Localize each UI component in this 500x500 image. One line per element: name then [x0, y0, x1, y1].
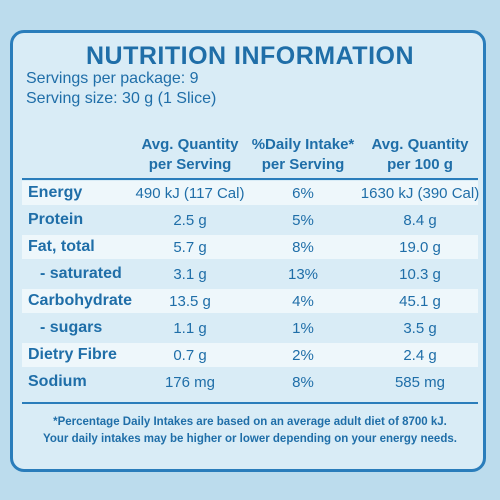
footnote: Your daily intakes may be higher or lowe… [43, 433, 457, 445]
column-header: %Daily Intake* per Serving [251, 136, 355, 173]
rule [22, 402, 478, 404]
row-name: Dietry Fibre [28, 346, 117, 363]
row-name: Fat, total [28, 238, 95, 255]
cell: 585 mg [394, 374, 446, 391]
cell: 2.5 g [173, 212, 207, 229]
cell: 19.0 g [399, 239, 441, 256]
cell: 10.3 g [399, 266, 441, 283]
row-name: Energy [28, 184, 83, 201]
row-name: Sodium [28, 373, 87, 390]
serving-size: Serving size: 30 g (1 Slice) [26, 90, 217, 107]
row-stripe [22, 289, 478, 313]
cell: 5.7 g [173, 239, 207, 256]
cell: 13.5 g [169, 293, 211, 310]
column-header: Avg. Quantity per Serving [141, 136, 239, 173]
cell: 13% [287, 266, 319, 283]
cell: 8% [292, 374, 314, 391]
cell: 8.4 g [403, 212, 437, 229]
title: NUTRITION INFORMATION [85, 42, 415, 70]
footnote: *Percentage Daily Intakes are based on a… [53, 416, 447, 428]
row-stripe [22, 343, 478, 367]
cell: 2% [292, 347, 314, 364]
cell: 3.5 g [403, 320, 437, 337]
row-name: - saturated [40, 265, 122, 282]
cell: 3.1 g [173, 266, 207, 283]
cell: 2.4 g [403, 347, 437, 364]
cell: 1.1 g [173, 320, 207, 337]
row-name: Carbohydrate [28, 292, 133, 309]
cell: 45.1 g [399, 293, 441, 310]
row-stripe [22, 235, 478, 259]
cell: 5% [292, 212, 314, 229]
cell: 0.7 g [173, 347, 207, 364]
row-stripe [22, 181, 478, 205]
row-name: Protein [28, 211, 84, 228]
cell: 8% [292, 239, 314, 256]
column-header: Avg. Quantity per 100 g [371, 136, 469, 173]
cell: 1630 kJ (390 Cal) [360, 185, 480, 202]
cell: 1% [292, 320, 314, 337]
row-name: - sugars [40, 319, 103, 336]
cell: 490 kJ (117 Cal) [135, 185, 245, 202]
cell: 4% [292, 293, 314, 310]
servings: Servings per package: 9 [26, 70, 199, 87]
cell: 6% [292, 185, 314, 202]
cell: 176 mg [164, 374, 216, 391]
rule [22, 178, 478, 180]
